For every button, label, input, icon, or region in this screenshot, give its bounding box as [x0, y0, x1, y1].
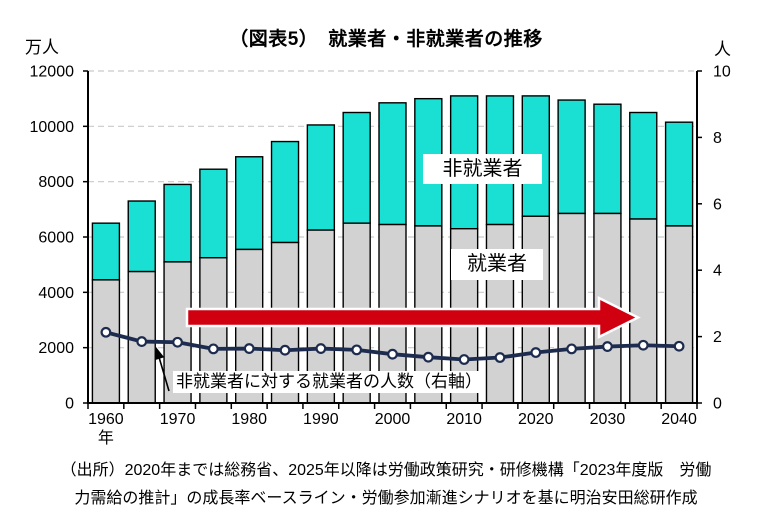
ratio-line-marker [100, 326, 112, 338]
bar-non-employed [91, 222, 121, 281]
y-axis-left-tick-label: 2000 [38, 340, 74, 357]
ratio-line-marker [136, 336, 148, 347]
x-axis-tick-label: 1990 [303, 411, 339, 428]
ratio-line-marker [243, 343, 255, 354]
y-axis-left-tick-label: 6000 [38, 230, 74, 247]
ratio-line-marker [172, 336, 183, 348]
series-label-non-employed: 非就業者 [423, 154, 542, 184]
x-axis-tick-label: 1970 [160, 411, 196, 428]
ratio-line-marker [387, 348, 398, 360]
bar-non-employed [235, 156, 264, 251]
y-axis-right-tick-label: 0 [713, 396, 722, 413]
bar-non-employed [306, 124, 336, 231]
ratio-line-marker [279, 344, 291, 356]
ratio-line-marker [602, 341, 613, 352]
ratio-line-marker [207, 343, 219, 355]
chart-title: （図表5） 就業者・非就業者の推移 [229, 29, 543, 50]
x-axis-tick-label: 2020 [518, 411, 554, 428]
x-axis-unit-label: 年 [98, 429, 114, 447]
y-axis-right-tick-label: 8 [713, 130, 722, 147]
trend-arrow [185, 295, 641, 340]
ratio-line-marker [422, 351, 434, 363]
ratio-line-marker [637, 339, 649, 351]
x-axis-tick-label: 2010 [446, 411, 482, 428]
ratio-line-marker [315, 343, 327, 354]
ratio-line-marker [530, 347, 542, 358]
series-label-employed: 就業者 [451, 249, 543, 280]
bar-employed [91, 279, 121, 404]
ratio-line-annotation: 非就業者に対する就業者の人数（右軸） [173, 371, 485, 393]
bar-non-employed [378, 102, 407, 226]
bar-non-employed [629, 111, 658, 220]
x-axis-tick-label: 2040 [661, 411, 697, 428]
bar-non-employed [664, 121, 694, 227]
bar-non-employed [270, 140, 300, 244]
ratio-line-marker [494, 352, 506, 363]
right-axis-unit-label: 人 [714, 40, 731, 59]
y-axis-right-tick-label: 10 [713, 64, 731, 81]
ratio-line-marker [351, 344, 363, 356]
left-axis-unit-label: 万人 [25, 38, 59, 57]
y-axis-right-tick-label: 4 [713, 263, 722, 280]
x-axis-tick-label: 1980 [231, 411, 267, 428]
bar-non-employed [593, 103, 622, 215]
pointer-arrow [158, 358, 170, 392]
x-axis-tick-label: 2030 [590, 411, 626, 428]
bar-employed [629, 218, 658, 404]
bar-non-employed [557, 99, 586, 215]
bar-non-employed [199, 168, 228, 259]
pointer-arrowhead [154, 347, 165, 361]
x-axis-tick-label: 1960 [88, 411, 124, 428]
ratio-line-marker [566, 343, 578, 355]
bar-non-employed [127, 200, 156, 273]
y-axis-left-tick-label: 12000 [30, 64, 75, 81]
bar-non-employed [342, 111, 371, 224]
y-axis-right-tick-label: 6 [713, 196, 722, 213]
y-axis-left-tick-label: 4000 [38, 285, 74, 302]
ratio-line-marker [673, 340, 685, 352]
ratio-line-marker [458, 354, 470, 365]
bar-employed [664, 225, 694, 404]
source-note: （出所）2020年までは総務省、2025年以降は労働政策研究・研修機構「2023… [0, 457, 772, 513]
source-line-2: 力需給の推計」の成長率ベースライン・労働参加漸進シナリオを基に明治安田総研作成 [74, 490, 698, 507]
x-axis-tick-label: 2000 [375, 411, 411, 428]
y-axis-right-tick-label: 2 [713, 329, 722, 346]
bar-non-employed [163, 183, 192, 263]
source-line-1: （出所）2020年までは総務省、2025年以降は労働政策研究・研修機構「2023… [60, 462, 712, 479]
y-axis-left-tick-label: 0 [65, 396, 74, 413]
y-axis-left-tick-label: 10000 [30, 119, 75, 136]
y-axis-left-tick-label: 8000 [38, 174, 74, 191]
